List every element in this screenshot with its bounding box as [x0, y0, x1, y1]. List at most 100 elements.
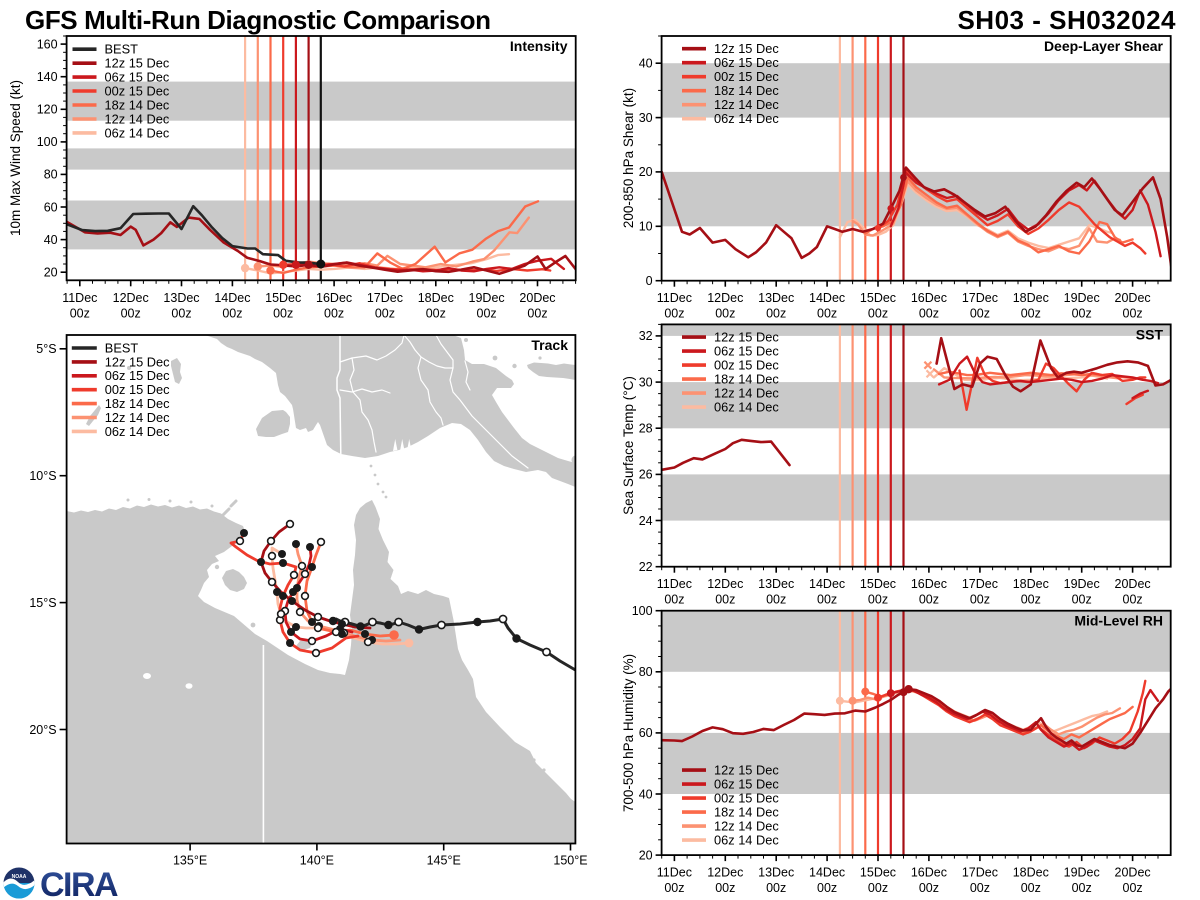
svg-text:00z: 00z: [868, 881, 888, 895]
svg-text:06z 14 Dec: 06z 14 Dec: [714, 111, 779, 126]
svg-text:40: 40: [44, 233, 58, 247]
svg-text:06z 15 Dec: 06z 15 Dec: [105, 70, 170, 85]
svg-text:19Dec: 19Dec: [1064, 866, 1100, 880]
svg-text:12Dec: 12Dec: [707, 291, 743, 305]
svg-text:10: 10: [639, 220, 653, 234]
svg-text:200-850 hPa Shear (kt): 200-850 hPa Shear (kt): [621, 88, 636, 228]
svg-text:5°S: 5°S: [36, 342, 56, 356]
svg-text:20: 20: [44, 266, 58, 280]
svg-text:17Dec: 17Dec: [962, 577, 998, 591]
svg-text:00z: 00z: [375, 306, 395, 320]
svg-text:00z 15 Dec: 00z 15 Dec: [714, 791, 779, 806]
svg-text:12z 14 Dec: 12z 14 Dec: [714, 819, 779, 834]
svg-text:00z: 00z: [121, 306, 141, 320]
svg-text:15Dec: 15Dec: [860, 577, 896, 591]
svg-text:19Dec: 19Dec: [469, 291, 505, 305]
svg-text:00z: 00z: [477, 306, 497, 320]
svg-text:26: 26: [639, 468, 653, 482]
svg-text:17Dec: 17Dec: [367, 291, 403, 305]
svg-text:00z: 00z: [919, 307, 939, 321]
svg-text:100: 100: [37, 135, 58, 149]
svg-text:14Dec: 14Dec: [809, 291, 845, 305]
svg-text:18Dec: 18Dec: [1013, 866, 1049, 880]
svg-text:700-500 hPa Humidity (%): 700-500 hPa Humidity (%): [621, 654, 636, 812]
svg-text:12z 14 Dec: 12z 14 Dec: [714, 386, 779, 401]
svg-text:00z: 00z: [664, 881, 684, 895]
svg-text:20°S: 20°S: [29, 723, 56, 737]
svg-text:16Dec: 16Dec: [911, 577, 947, 591]
svg-text:CIRA: CIRA: [40, 866, 118, 900]
svg-text:00z: 00z: [1021, 307, 1041, 321]
svg-text:150°E: 150°E: [553, 854, 587, 868]
svg-text:19Dec: 19Dec: [1064, 291, 1100, 305]
svg-text:00z: 00z: [817, 593, 837, 607]
svg-text:20Dec: 20Dec: [1115, 291, 1151, 305]
svg-text:80: 80: [639, 665, 653, 679]
svg-text:00z: 00z: [868, 593, 888, 607]
svg-text:00z: 00z: [919, 593, 939, 607]
svg-text:18z 14 Dec: 18z 14 Dec: [105, 97, 170, 112]
svg-text:12z 15 Dec: 12z 15 Dec: [714, 41, 779, 56]
svg-text:140°E: 140°E: [300, 854, 334, 868]
svg-text:15Dec: 15Dec: [860, 866, 896, 880]
svg-text:20Dec: 20Dec: [1115, 866, 1151, 880]
svg-text:12z 15 Dec: 12z 15 Dec: [714, 763, 779, 778]
svg-text:24: 24: [639, 514, 653, 528]
svg-text:12z 14 Dec: 12z 14 Dec: [105, 111, 170, 126]
svg-text:14Dec: 14Dec: [809, 866, 845, 880]
svg-text:06z 14 Dec: 06z 14 Dec: [105, 125, 170, 140]
svg-text:16Dec: 16Dec: [911, 291, 947, 305]
svg-text:00z: 00z: [70, 306, 90, 320]
svg-text:11Dec: 11Dec: [657, 291, 692, 305]
svg-text:00z: 00z: [324, 306, 344, 320]
svg-text:60: 60: [639, 726, 653, 740]
svg-text:00z: 00z: [1123, 881, 1143, 895]
svg-text:18Dec: 18Dec: [418, 291, 454, 305]
svg-text:32: 32: [639, 329, 653, 343]
svg-text:15°S: 15°S: [29, 596, 56, 610]
svg-text:GFS Multi-Run Diagnostic Compa: GFS Multi-Run Diagnostic Comparison: [25, 5, 491, 35]
svg-text:13Dec: 13Dec: [758, 866, 794, 880]
svg-text:Track: Track: [531, 337, 568, 353]
svg-text:00z 15 Dec: 00z 15 Dec: [105, 84, 170, 99]
svg-text:19Dec: 19Dec: [1064, 577, 1100, 591]
svg-text:00z 15 Dec: 00z 15 Dec: [714, 358, 779, 373]
svg-text:18z 14 Dec: 18z 14 Dec: [714, 83, 779, 98]
svg-text:15Dec: 15Dec: [860, 291, 896, 305]
svg-text:18z 14 Dec: 18z 14 Dec: [714, 805, 779, 820]
svg-text:20: 20: [639, 165, 653, 179]
svg-text:Sea Surface Temp (°C): Sea Surface Temp (°C): [621, 376, 636, 515]
svg-text:BEST: BEST: [105, 340, 139, 355]
svg-text:Intensity: Intensity: [510, 38, 568, 54]
svg-text:00z: 00z: [970, 881, 990, 895]
svg-text:00z: 00z: [664, 593, 684, 607]
svg-text:00z: 00z: [817, 881, 837, 895]
svg-text:11Dec: 11Dec: [657, 866, 692, 880]
svg-text:NOAA: NOAA: [12, 874, 27, 880]
svg-text:00z: 00z: [1021, 593, 1041, 607]
svg-text:135°E: 135°E: [173, 854, 207, 868]
svg-text:14Dec: 14Dec: [214, 291, 250, 305]
svg-text:00z: 00z: [766, 593, 786, 607]
svg-text:SST: SST: [1136, 327, 1164, 343]
svg-text:Mid-Level RH: Mid-Level RH: [1074, 613, 1163, 629]
svg-text:06z 14 Dec: 06z 14 Dec: [714, 400, 779, 415]
svg-text:00z: 00z: [970, 307, 990, 321]
svg-text:20Dec: 20Dec: [519, 291, 555, 305]
svg-text:30: 30: [639, 111, 653, 125]
svg-text:120: 120: [37, 103, 58, 117]
svg-text:145°E: 145°E: [427, 854, 461, 868]
svg-text:00z: 00z: [1072, 307, 1092, 321]
svg-text:13Dec: 13Dec: [758, 291, 794, 305]
svg-text:12Dec: 12Dec: [113, 291, 149, 305]
svg-text:00z: 00z: [171, 306, 191, 320]
svg-text:20Dec: 20Dec: [1115, 577, 1151, 591]
svg-text:00z: 00z: [1072, 593, 1092, 607]
svg-text:17Dec: 17Dec: [962, 866, 998, 880]
svg-text:30: 30: [639, 375, 653, 389]
svg-text:100: 100: [632, 604, 653, 618]
svg-text:00z: 00z: [715, 307, 735, 321]
svg-text:00z: 00z: [1123, 307, 1143, 321]
svg-text:00z: 00z: [766, 881, 786, 895]
svg-text:18z 14 Dec: 18z 14 Dec: [714, 372, 779, 387]
